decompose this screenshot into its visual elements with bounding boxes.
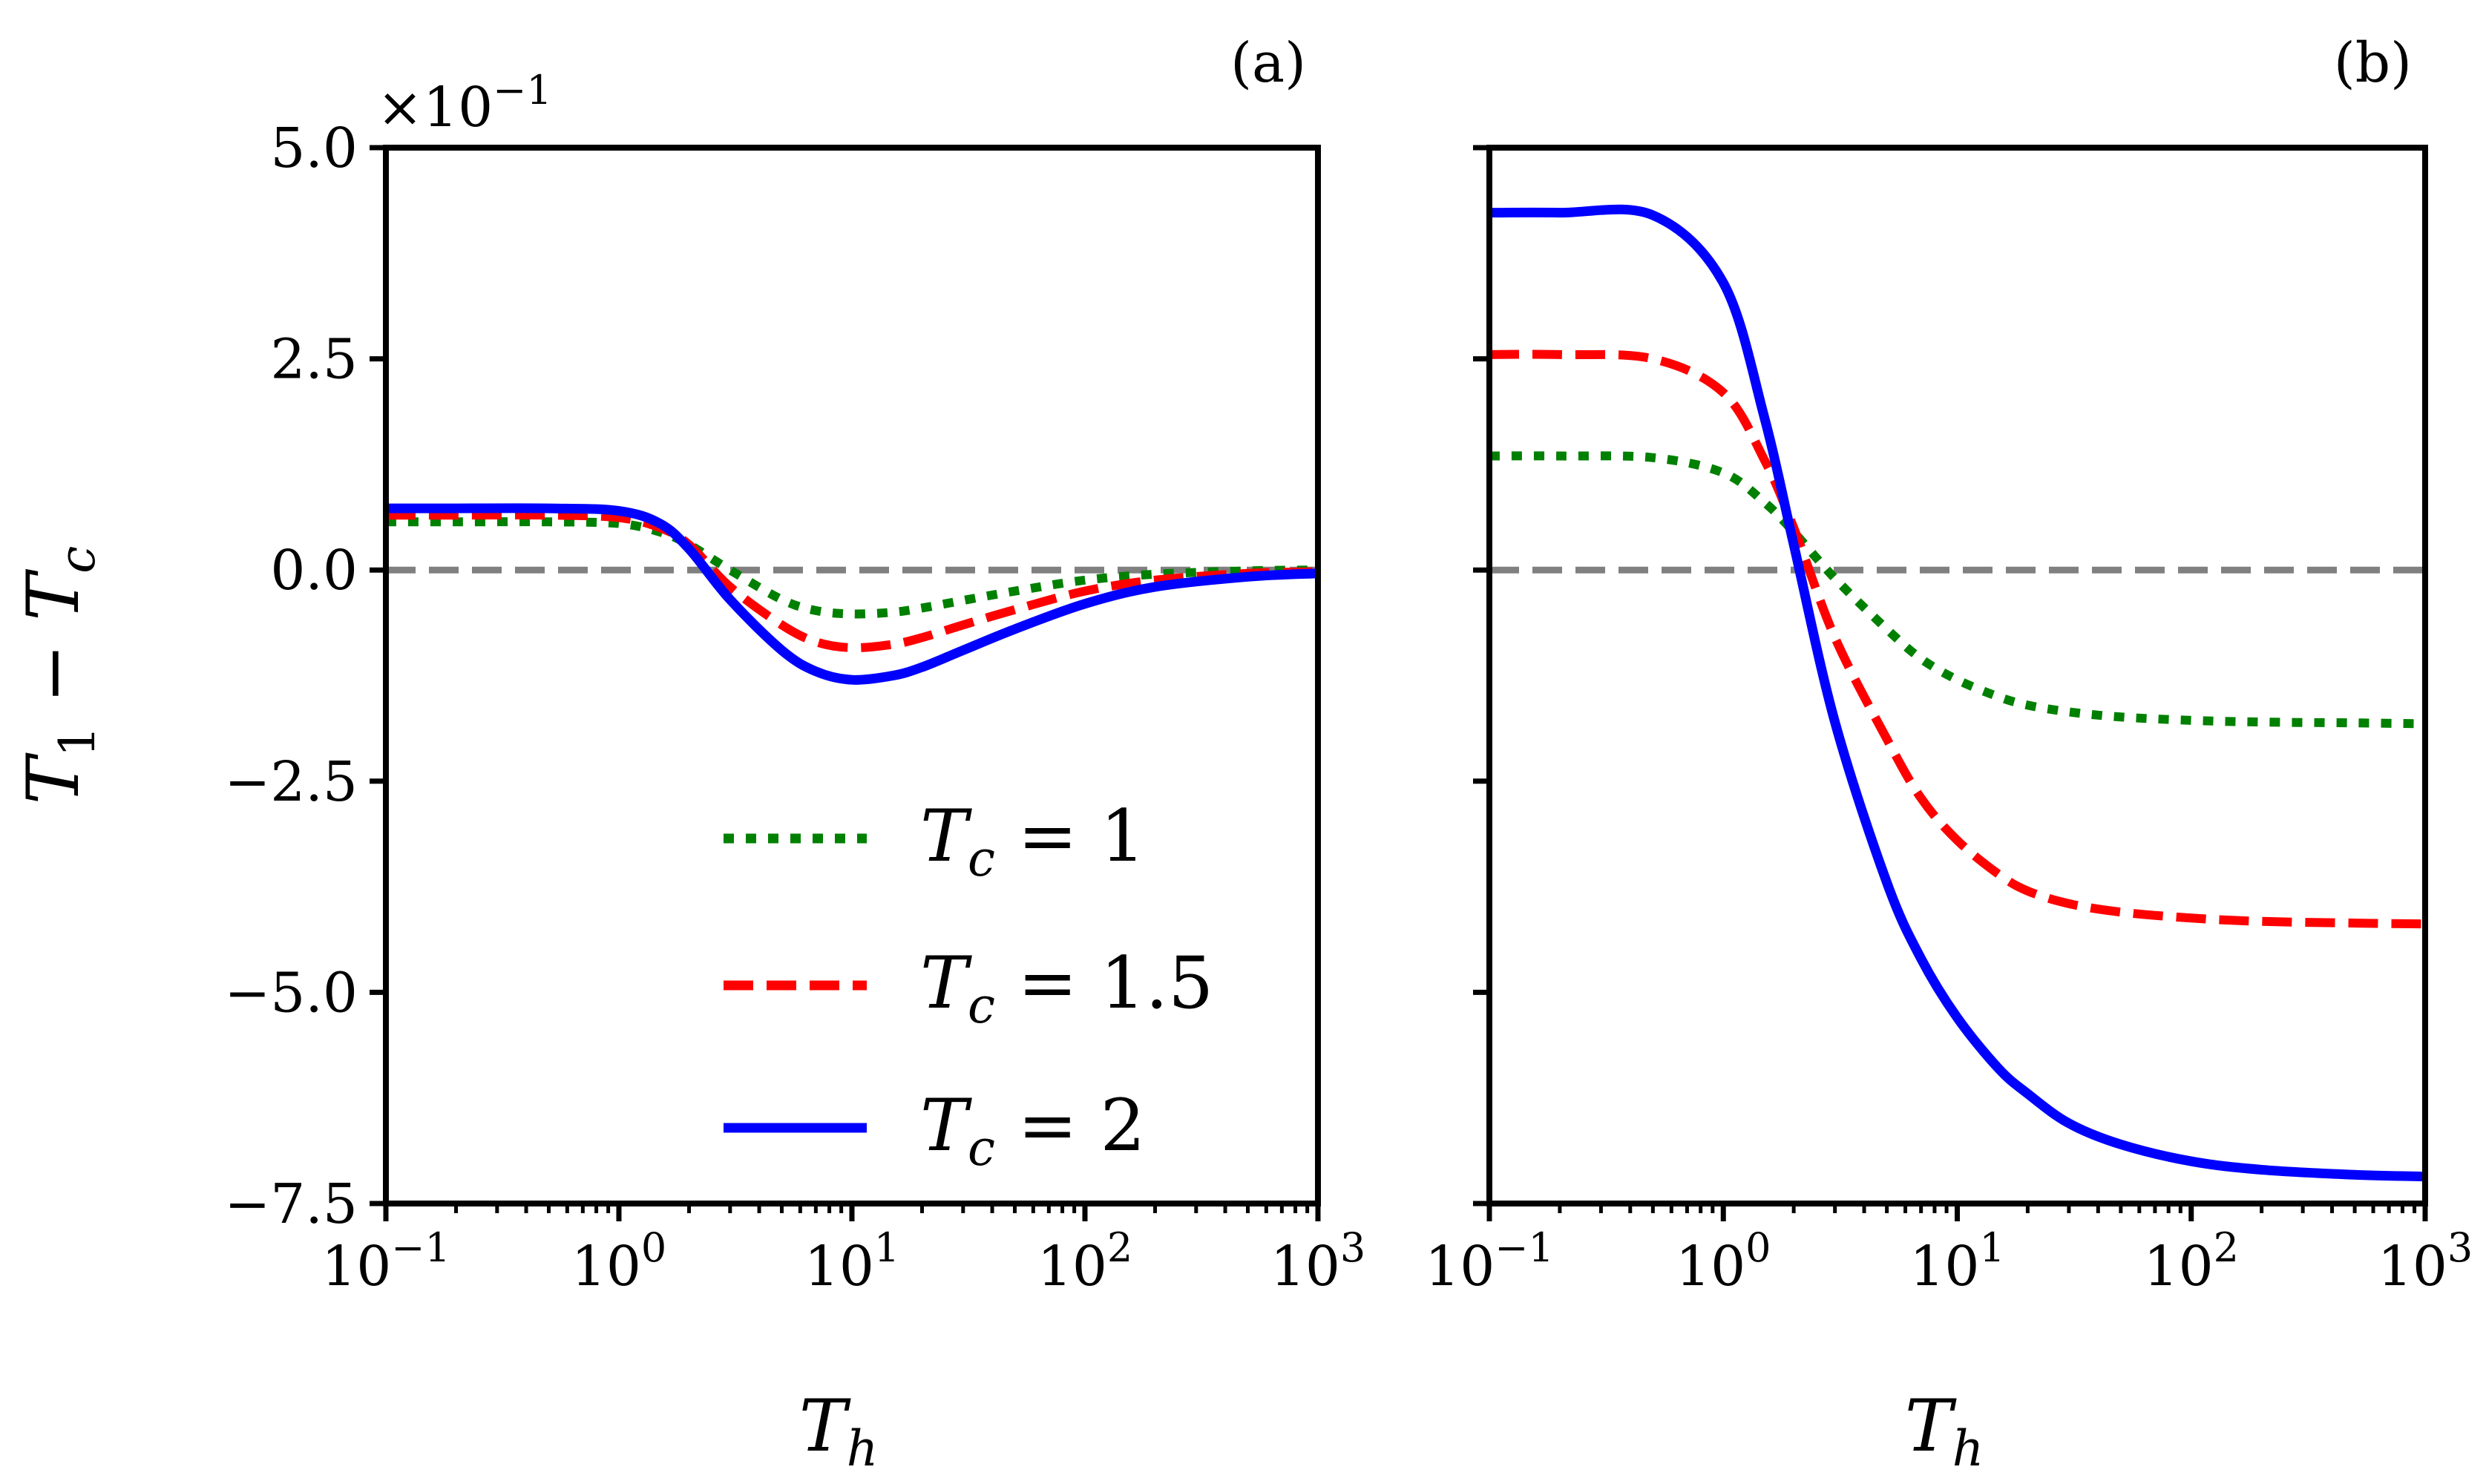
legend-label: Tc = 1.5 (920, 942, 1213, 1034)
series-line-ff0000 (1489, 349, 2426, 929)
x-tick-label: 103 (1270, 1224, 1366, 1298)
x-tick-label: 103 (2378, 1224, 2473, 1298)
y-tick-label: −5.0 (224, 961, 358, 1025)
y-tick-label: 5.0 (270, 116, 358, 180)
panel-b: 10−1 100 101 102 103 (1425, 145, 2473, 1298)
y-tick-label: 2.5 (270, 328, 358, 392)
legend-label: Tc = 2 (920, 1084, 1146, 1177)
x-tick-label: 102 (2143, 1224, 2239, 1298)
series-line-0000ff (386, 503, 1319, 685)
x-tick-label: 101 (804, 1224, 900, 1298)
axes-frame (383, 145, 1321, 1206)
x-tick-label: 102 (1037, 1224, 1133, 1298)
x-tick-label: 101 (1909, 1224, 2005, 1298)
y-tick-label: −2.5 (224, 750, 358, 814)
y-multiplier: ×10−1 (377, 67, 552, 139)
x-axis-label-b: Th (1905, 1385, 1984, 1477)
panel-a: 5.0 2.5 0.0 −2.5 −5.0 −7.510−1 100 101 102 103 (224, 116, 1365, 1298)
panel-b-label: (b) (2334, 31, 2412, 95)
series-line-008000 (1489, 451, 2426, 729)
axes-frame (1486, 145, 2428, 1206)
x-tick-label: 10−1 (321, 1224, 450, 1298)
series-line-008000 (386, 517, 1319, 619)
x-tick-label: 10−1 (1425, 1224, 1554, 1298)
series-line-ff0000 (386, 510, 1319, 652)
x-tick-label: 100 (571, 1224, 667, 1298)
panel-a-label: (a) (1230, 31, 1306, 95)
y-axis-label: T1 − Tc (12, 546, 106, 805)
x-axis-label-a: Th (799, 1385, 879, 1477)
x-tick-label: 100 (1676, 1224, 1771, 1298)
y-tick-label: −7.5 (224, 1172, 358, 1236)
legend: Tc = 1 Tc = 1.5 Tc = 2 (724, 795, 1213, 1177)
legend-label: Tc = 1 (920, 795, 1146, 887)
y-tick-label: 0.0 (270, 539, 358, 603)
series-line-0000ff (1489, 204, 2426, 1182)
